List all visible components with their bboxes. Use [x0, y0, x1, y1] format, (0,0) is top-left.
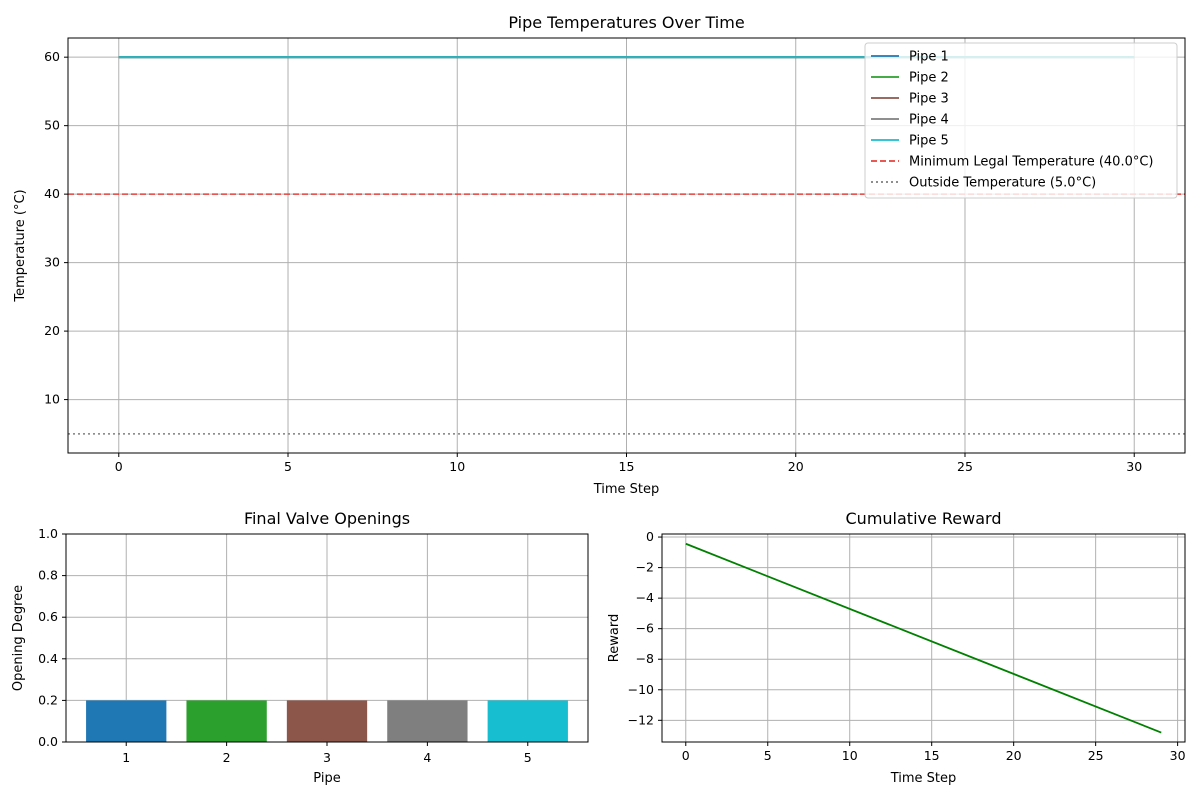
x-tick-label: 0: [115, 459, 123, 474]
x-axis-label: Time Step: [890, 771, 957, 786]
y-tick-label: 0.0: [38, 734, 58, 749]
y-tick-label: 0: [646, 529, 654, 544]
y-axis-label: Reward: [607, 614, 622, 662]
y-tick-label: 1.0: [38, 526, 58, 541]
y-tick-label: 0.6: [38, 609, 58, 624]
x-tick-label: 5: [764, 748, 772, 763]
y-tick-label: 40: [44, 186, 60, 201]
x-tick-label: 15: [619, 459, 635, 474]
y-tick-label: 0.4: [38, 651, 58, 666]
x-tick-label: 2: [223, 750, 231, 765]
y-tick-label: −6: [636, 621, 654, 636]
y-tick-label: 60: [44, 49, 60, 64]
x-tick-label: 3: [323, 750, 331, 765]
y-tick-label: −8: [636, 651, 654, 666]
x-tick-label: 1: [122, 750, 130, 765]
legend-label: Pipe 5: [909, 134, 949, 149]
x-tick-label: 20: [1006, 748, 1022, 763]
legend-label: Minimum Legal Temperature (40.0°C): [909, 155, 1154, 170]
x-tick-label: 20: [788, 459, 804, 474]
pipe-temperatures-chart: Pipe Temperatures Over Time Time Step Temp…: [13, 13, 1186, 497]
y-tick-label: 50: [44, 118, 60, 133]
x-tick-label: 30: [1126, 459, 1142, 474]
y-tick-label: 10: [44, 392, 60, 407]
x-tick-label: 15: [924, 748, 940, 763]
x-axis-label: Pipe: [313, 771, 340, 786]
y-tick-label: −12: [628, 712, 654, 727]
bar-pipe-5: [487, 700, 568, 742]
plot-frame: [67, 37, 1186, 454]
y-tick-label: −2: [636, 560, 654, 575]
chart-title: Final Valve Openings: [244, 509, 410, 528]
reward-line: [685, 542, 1162, 734]
x-tick-label: 10: [842, 748, 858, 763]
legend-label: Outside Temperature (5.0°C): [909, 176, 1096, 191]
chart-title: Pipe Temperatures Over Time: [508, 13, 744, 32]
x-tick-label: 25: [1088, 748, 1104, 763]
cumulative-reward-chart: Cumulative Reward Time Step Reward 0 5 10 15 20…: [607, 509, 1186, 786]
legend-label: Pipe 3: [909, 92, 949, 107]
legend-label: Pipe 2: [909, 71, 949, 86]
bar-pipe-1: [86, 700, 167, 742]
x-tick-label: 4: [423, 750, 431, 765]
valve-openings-chart: Final Valve Openings Pipe Opening Degree 0.…: [11, 509, 589, 786]
y-tick-label: 0.8: [38, 568, 58, 583]
y-axis-label: Opening Degree: [11, 585, 26, 691]
chart-title: Cumulative Reward: [846, 509, 1002, 528]
x-tick-label: 10: [449, 459, 465, 474]
x-axis-label: Time Step: [593, 482, 660, 497]
bar-pipe-4: [387, 700, 468, 742]
legend: Pipe 1 Pipe 2 Pipe 3 Pipe 4 Pipe 5 Minimum Le…: [864, 42, 1178, 199]
x-tick-label: 5: [524, 750, 532, 765]
x-tick-label: 25: [957, 459, 973, 474]
y-axis-label: Temperature (°C): [13, 189, 28, 302]
bar-pipe-2: [186, 700, 267, 742]
y-tick-label: 20: [44, 323, 60, 338]
y-tick-label: 30: [44, 255, 60, 270]
x-tick-label: 5: [284, 459, 292, 474]
x-tick-label: 0: [682, 748, 690, 763]
plot-frame: [661, 533, 1186, 743]
x-tick-label: 30: [1170, 748, 1186, 763]
legend-label: Pipe 1: [909, 50, 949, 65]
plot-frame: [65, 533, 589, 743]
bar-pipe-3: [286, 700, 368, 742]
y-tick-label: 0.2: [38, 692, 58, 707]
legend-box: [864, 42, 1178, 199]
legend-label: Pipe 4: [909, 113, 949, 128]
y-tick-label: −4: [636, 590, 654, 605]
y-tick-label: −10: [628, 682, 654, 697]
